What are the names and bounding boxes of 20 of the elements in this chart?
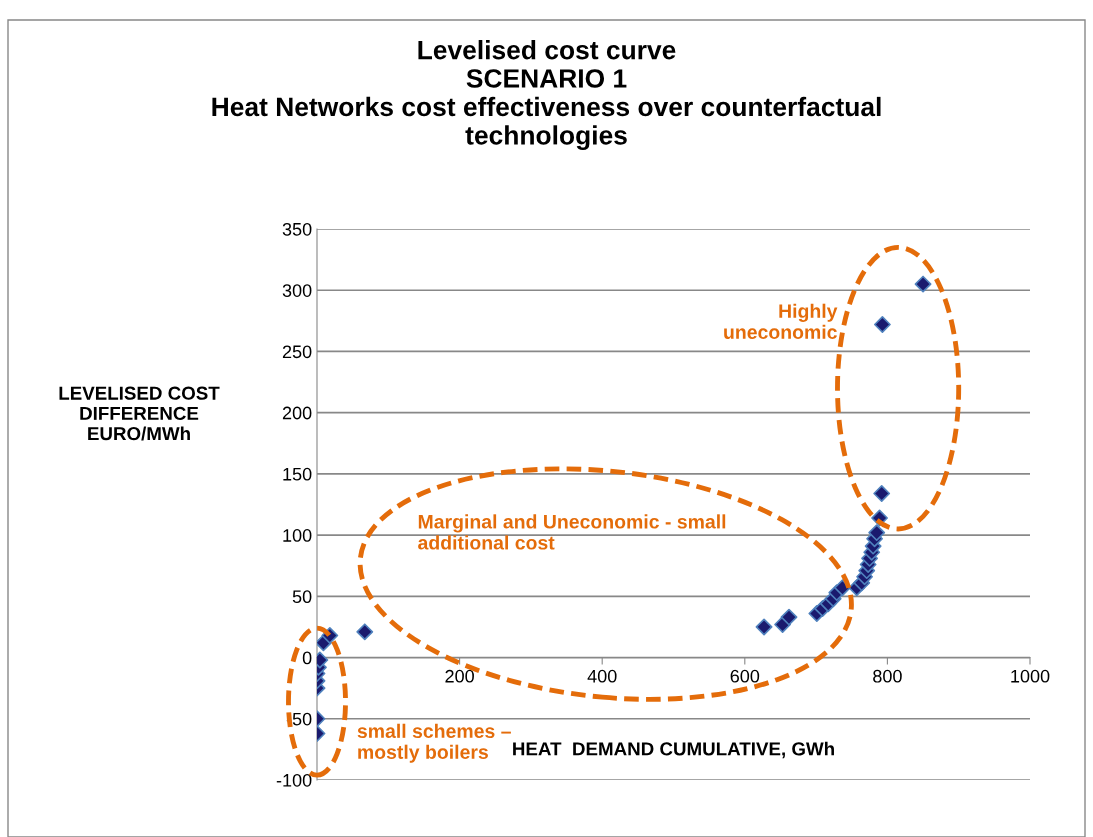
- x-tick-label: 200: [445, 669, 474, 683]
- x-tick-label: 400: [587, 669, 617, 683]
- y-tick-label: 200: [282, 406, 312, 420]
- y-tick-label: 50: [292, 590, 312, 604]
- y-axis-title: LEVELISED COST DIFFERENCE EURO/MWh: [59, 386, 220, 441]
- x-axis-title: HEAT DEMAND CUMULATIVE, GWh: [513, 741, 834, 759]
- y-tick-label: 100: [283, 529, 312, 542]
- x-tick-label: 600: [730, 669, 760, 683]
- y-tick-label: 0: [302, 651, 312, 665]
- annotation: Highly uneconomic: [724, 303, 838, 340]
- x-tick-label: 800: [873, 669, 902, 683]
- y-tick-label: 350: [282, 222, 312, 236]
- annotation: Marginal and Uneconomic - small additional cost: [418, 514, 726, 550]
- annotation: small schemes – mostly boilers: [357, 723, 511, 763]
- y-tick-label: 150: [283, 467, 312, 481]
- chart-title: Levelised cost curve SCENARIO 1 Heat Networks cost effectiveness over counterfactual technologies: [212, 40, 881, 150]
- y-tick-label: -100: [276, 773, 312, 787]
- x-tick-label: 1000: [1011, 669, 1050, 683]
- y-tick-label: 300: [282, 284, 312, 297]
- y-tick-label: 250: [282, 345, 312, 359]
